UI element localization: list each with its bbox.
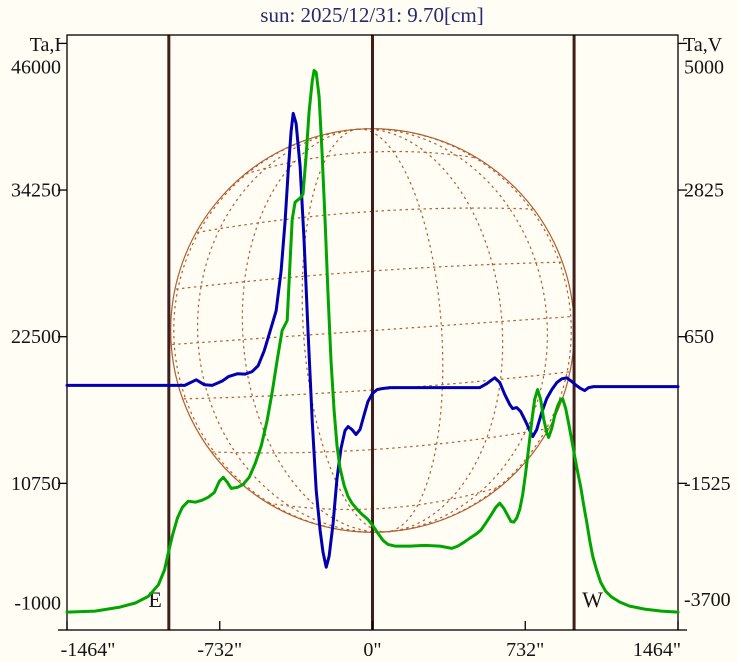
bottom-axis-tick-label: 732" xyxy=(506,639,544,661)
meridian-line-west xyxy=(173,128,387,533)
left-axis: 46000 34250 22500 10750 -1000 xyxy=(11,42,67,631)
latitude-line xyxy=(212,427,549,454)
left-axis-title: Ta,I xyxy=(30,34,61,56)
latitude-line xyxy=(175,261,562,290)
meridian-line-east xyxy=(358,128,572,533)
latitude-line xyxy=(196,207,533,234)
right-axis: 5000 2825 650 -1525 -3700 xyxy=(678,42,731,631)
plot-title: sun: 2025/12/31: 9.70[cm] xyxy=(260,3,483,27)
latitude-line xyxy=(172,315,573,346)
latitude-line xyxy=(183,371,570,400)
left-axis-tick-label: 46000 xyxy=(11,57,61,79)
right-axis-tick-label: -1525 xyxy=(684,473,731,495)
meridian-line-east xyxy=(358,128,548,533)
bottom-axis-tick-label: -732" xyxy=(197,639,242,661)
left-axis-tick-label: -1000 xyxy=(14,593,61,615)
meridian-line-east xyxy=(358,128,504,533)
right-axis-tick-label: -3700 xyxy=(684,589,731,611)
bottom-axis-tick-label: 1464" xyxy=(633,639,681,661)
right-axis-tick-label: 5000 xyxy=(684,57,724,79)
bottom-axis-tick-label: 0" xyxy=(363,639,381,661)
latitude-line xyxy=(245,150,477,175)
meridian-line-west xyxy=(301,128,387,533)
right-axis-tick-label: 650 xyxy=(684,326,714,348)
limb-label-w: W xyxy=(582,587,603,612)
meridian-line-west xyxy=(197,128,387,533)
right-axis-title: Ta,V xyxy=(683,34,723,56)
right-axis-tick-label: 2825 xyxy=(684,180,724,202)
polarization-curve xyxy=(65,68,680,614)
left-axis-tick-label: 22500 xyxy=(11,326,61,348)
left-axis-tick-label: 10750 xyxy=(11,473,61,495)
latitude-line xyxy=(268,486,500,511)
bottom-axis-tick-label: -1464" xyxy=(61,639,116,661)
meridian-line-east xyxy=(358,128,444,533)
left-axis-tick-label: 34250 xyxy=(11,180,61,202)
data-curves xyxy=(65,68,680,614)
bottom-axis: -1464" -732" 0" 732" 1464" xyxy=(61,621,681,661)
